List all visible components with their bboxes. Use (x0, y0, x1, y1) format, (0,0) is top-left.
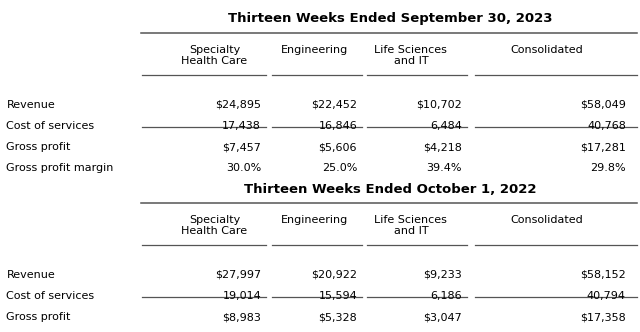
Text: Specialty
Health Care: Specialty Health Care (181, 45, 248, 66)
Text: Engineering: Engineering (281, 215, 349, 225)
Text: $24,895: $24,895 (215, 100, 261, 110)
Text: $58,049: $58,049 (580, 100, 626, 110)
Text: $10,702: $10,702 (417, 100, 462, 110)
Text: $27,997: $27,997 (215, 270, 261, 280)
Text: Gross profit: Gross profit (6, 142, 71, 152)
Text: Life Sciences
and IT: Life Sciences and IT (374, 215, 447, 236)
Text: $5,606: $5,606 (319, 142, 357, 152)
Text: 6,484: 6,484 (430, 121, 462, 131)
Text: Thirteen Weeks Ended October 1, 2022: Thirteen Weeks Ended October 1, 2022 (244, 183, 537, 196)
Text: $17,281: $17,281 (580, 142, 626, 152)
Text: $4,218: $4,218 (423, 142, 462, 152)
Text: 16,846: 16,846 (318, 121, 357, 131)
Text: Thirteen Weeks Ended September 30, 2023: Thirteen Weeks Ended September 30, 2023 (228, 12, 553, 25)
Text: Specialty
Health Care: Specialty Health Care (181, 215, 248, 236)
Text: 29.8%: 29.8% (590, 163, 626, 173)
Text: 40,768: 40,768 (587, 121, 626, 131)
Text: $22,452: $22,452 (311, 100, 357, 110)
Text: Revenue: Revenue (6, 100, 55, 110)
Text: 6,186: 6,186 (431, 291, 462, 301)
Text: 15,594: 15,594 (318, 291, 357, 301)
Text: 17,438: 17,438 (222, 121, 261, 131)
Text: Cost of services: Cost of services (6, 121, 95, 131)
Text: $17,358: $17,358 (580, 312, 626, 322)
Text: Life Sciences
and IT: Life Sciences and IT (374, 45, 447, 66)
Text: $5,328: $5,328 (318, 312, 357, 322)
Text: $3,047: $3,047 (423, 312, 462, 322)
Text: $9,233: $9,233 (423, 270, 462, 280)
Text: $58,152: $58,152 (580, 270, 626, 280)
Text: 19,014: 19,014 (222, 291, 261, 301)
Text: $20,922: $20,922 (311, 270, 357, 280)
Text: Consolidated: Consolidated (511, 45, 584, 55)
Text: Revenue: Revenue (6, 270, 55, 280)
Text: Gross profit: Gross profit (6, 312, 71, 322)
Text: 25.0%: 25.0% (322, 163, 357, 173)
Text: 30.0%: 30.0% (226, 163, 261, 173)
Text: $7,457: $7,457 (222, 142, 261, 152)
Text: Engineering: Engineering (281, 45, 349, 55)
Text: 40,794: 40,794 (587, 291, 626, 301)
Text: Consolidated: Consolidated (511, 215, 584, 225)
Text: $8,983: $8,983 (222, 312, 261, 322)
Text: Gross profit margin: Gross profit margin (6, 163, 114, 173)
Text: 39.4%: 39.4% (427, 163, 462, 173)
Text: Cost of services: Cost of services (6, 291, 95, 301)
